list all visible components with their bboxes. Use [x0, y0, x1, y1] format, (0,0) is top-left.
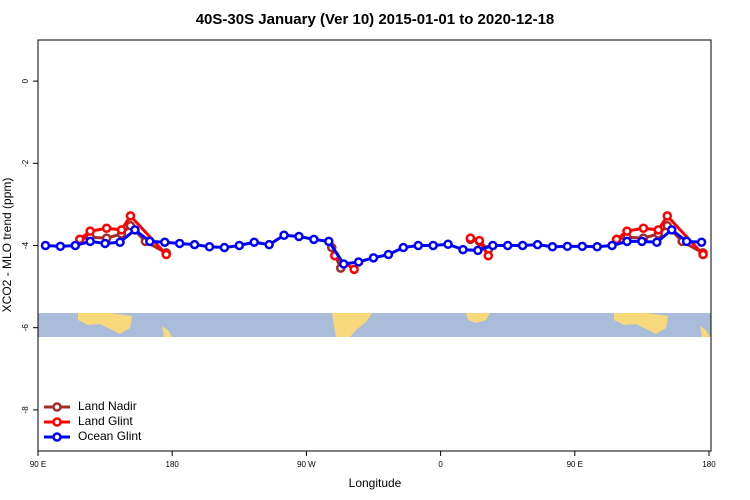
point [577, 241, 588, 252]
point [622, 226, 632, 236]
point [465, 233, 476, 243]
legend-marker [52, 402, 62, 412]
point [125, 211, 136, 221]
point [101, 223, 112, 233]
y-axis-label: XCO2 - MLO trend (ppm) [0, 178, 14, 313]
point [458, 244, 468, 255]
x-tick-label: 90 E [567, 460, 583, 469]
land [162, 326, 172, 337]
legend-label: Ocean Glint [78, 429, 142, 443]
point [662, 211, 672, 221]
chart-title: 40S-30S January (Ver 10) 2015-01-01 to 2… [196, 11, 555, 28]
y-tick-label: 0 [21, 78, 30, 83]
point [279, 230, 289, 240]
point [338, 259, 349, 269]
point [696, 237, 707, 247]
point [324, 236, 334, 247]
point [698, 249, 708, 260]
point [562, 241, 573, 252]
point [353, 257, 364, 267]
point [100, 238, 110, 249]
point [349, 264, 359, 275]
point [637, 236, 647, 247]
legend-marker [52, 417, 62, 427]
point [234, 240, 245, 251]
y-tick-label: -4 [21, 241, 30, 249]
point [159, 237, 170, 247]
point [428, 240, 438, 251]
ocean [38, 313, 711, 337]
point [219, 242, 230, 253]
point [85, 236, 95, 247]
legend-marker [52, 432, 62, 442]
point [547, 241, 558, 252]
y-tick-label: -6 [21, 324, 30, 332]
legend-label: Land Nadir [78, 399, 137, 413]
x-tick-label: 180 [702, 460, 716, 469]
point [517, 240, 528, 251]
point [607, 240, 617, 251]
y-tick-label: -2 [21, 159, 30, 167]
x-tick-label: 90 E [30, 460, 46, 469]
point [413, 240, 423, 251]
point [145, 236, 155, 247]
legend-label: Land Glint [78, 414, 133, 428]
point [55, 241, 66, 252]
point [488, 240, 498, 251]
point [116, 225, 127, 235]
point [309, 234, 319, 245]
point [204, 241, 215, 252]
point [666, 225, 677, 235]
point [115, 237, 125, 247]
point [368, 253, 379, 263]
point [383, 249, 394, 260]
x-tick-label: 180 [166, 460, 180, 469]
point [638, 223, 649, 233]
point [473, 245, 483, 256]
point [189, 239, 200, 250]
y-tick-label: -8 [21, 406, 30, 414]
point [483, 251, 494, 261]
point [264, 239, 274, 250]
point [622, 236, 632, 247]
point [40, 240, 51, 251]
land [466, 313, 490, 323]
point [161, 249, 171, 260]
point [130, 225, 140, 235]
point [70, 240, 81, 251]
point [502, 240, 513, 251]
point [532, 239, 543, 250]
x-tick-label: 90 W [297, 460, 316, 469]
map-strip [38, 313, 711, 337]
point [249, 237, 259, 247]
point [681, 236, 692, 247]
point [652, 237, 662, 247]
land [614, 313, 668, 334]
x-tick-label: 0 [438, 460, 443, 469]
point [174, 238, 185, 249]
point [653, 225, 664, 235]
x-axis-label: Longitude [349, 476, 402, 490]
point [294, 231, 304, 242]
point [474, 235, 485, 246]
point [85, 226, 95, 236]
point [443, 239, 453, 250]
point [592, 241, 602, 252]
point [398, 242, 409, 253]
land [332, 313, 372, 337]
land [700, 326, 710, 337]
land [78, 313, 132, 334]
